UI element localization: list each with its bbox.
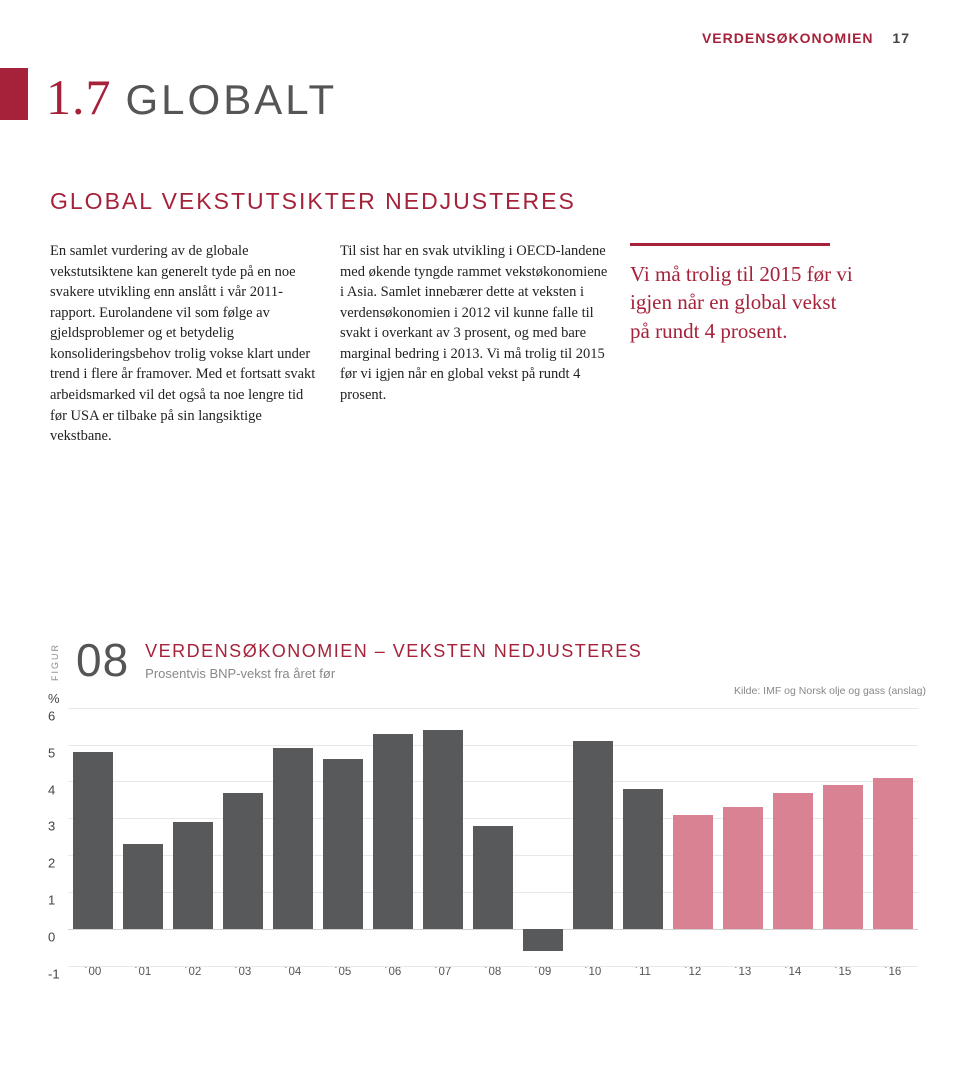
page-number: 17 [892, 30, 910, 46]
bar-historical [523, 929, 563, 951]
figure-title: VERDENSØKONOMIEN – VEKSTEN NEDJUSTERES [145, 641, 642, 662]
x-tick-label: ´07 [418, 966, 468, 978]
section-label: GLOBALT [126, 76, 338, 124]
bar-forecast [773, 793, 813, 929]
bar-historical [223, 793, 263, 929]
body-col-1: En samlet vurdering av de globale vekstu… [50, 241, 318, 447]
gridline [68, 745, 918, 746]
bar-historical [123, 844, 163, 929]
x-tick-label: ´06 [368, 966, 418, 978]
x-tick-label: ´09 [518, 966, 568, 978]
x-tick-label: ´04 [268, 966, 318, 978]
gridline [68, 781, 918, 782]
x-tick-label: ´03 [218, 966, 268, 978]
y-tick-label: 6 [48, 708, 55, 723]
x-tick-label: ´16 [868, 966, 918, 978]
gridline [68, 708, 918, 709]
bar-forecast [673, 815, 713, 929]
x-tick-label: ´02 [168, 966, 218, 978]
y-tick-label: 4 [48, 782, 55, 797]
y-tick-label: 2 [48, 856, 55, 871]
x-tick-label: ´12 [668, 966, 718, 978]
y-tick-label: -1 [48, 966, 60, 981]
figure-source: Kilde: IMF og Norsk olje og gass (anslag… [734, 685, 926, 697]
bar-forecast [823, 785, 863, 929]
x-tick-label: ´11 [618, 966, 668, 978]
figure-08: FIGUR 08 VERDENSØKONOMIEN – VEKSTEN NEDJ… [50, 637, 910, 978]
section-number: 1.7 [46, 68, 112, 126]
bar-historical [373, 734, 413, 929]
bar-historical [423, 730, 463, 929]
figure-number: 08 [76, 637, 129, 683]
page-subtitle: GLOBAL VEKSTUTSIKTER NEDJUSTERES [50, 188, 910, 215]
section-name: VERDENSØKONOMIEN [702, 30, 874, 46]
x-tick-label: ´14 [768, 966, 818, 978]
x-tick-label: ´01 [118, 966, 168, 978]
x-tick-label: ´00 [68, 966, 118, 978]
y-tick-label: 3 [48, 819, 55, 834]
pullquote-rule [630, 243, 830, 246]
pullquote-text: Vi må trolig til 2015 før vi igjen når e… [630, 260, 860, 345]
x-axis-labels: ´00´01´02´03´04´05´06´07´08´09´10´11´12´… [68, 966, 918, 978]
running-header: VERDENSØKONOMIEN 17 [50, 30, 910, 46]
bar-historical [323, 759, 363, 929]
bar-historical [573, 741, 613, 929]
body-columns: En samlet vurdering av de globale vekstu… [50, 241, 910, 447]
x-tick-label: ´08 [468, 966, 518, 978]
x-tick-label: ´05 [318, 966, 368, 978]
bar-historical [173, 822, 213, 929]
gridline [68, 929, 918, 930]
chart: % Kilde: IMF og Norsk olje og gass (ansl… [46, 691, 926, 978]
bar-forecast [723, 807, 763, 929]
pullquote-block: Vi må trolig til 2015 før vi igjen når e… [630, 241, 910, 447]
body-col-2: Til sist har en svak utvikling i OECD-la… [340, 241, 608, 447]
plot-area: -10123456 [68, 708, 918, 966]
figure-label: FIGUR [50, 643, 60, 681]
bar-historical [273, 748, 313, 929]
accent-bar [0, 68, 28, 120]
y-tick-label: 1 [48, 893, 55, 908]
bar-forecast [873, 778, 913, 929]
figure-subtitle: Prosentvis BNP-vekst fra året før [145, 666, 642, 681]
bar-historical [73, 752, 113, 929]
x-tick-label: ´15 [818, 966, 868, 978]
x-tick-label: ´10 [568, 966, 618, 978]
y-tick-label: 0 [48, 929, 55, 944]
bar-historical [473, 826, 513, 929]
gridline [68, 966, 918, 967]
y-tick-label: 5 [48, 745, 55, 760]
x-tick-label: ´13 [718, 966, 768, 978]
bar-historical [623, 789, 663, 929]
